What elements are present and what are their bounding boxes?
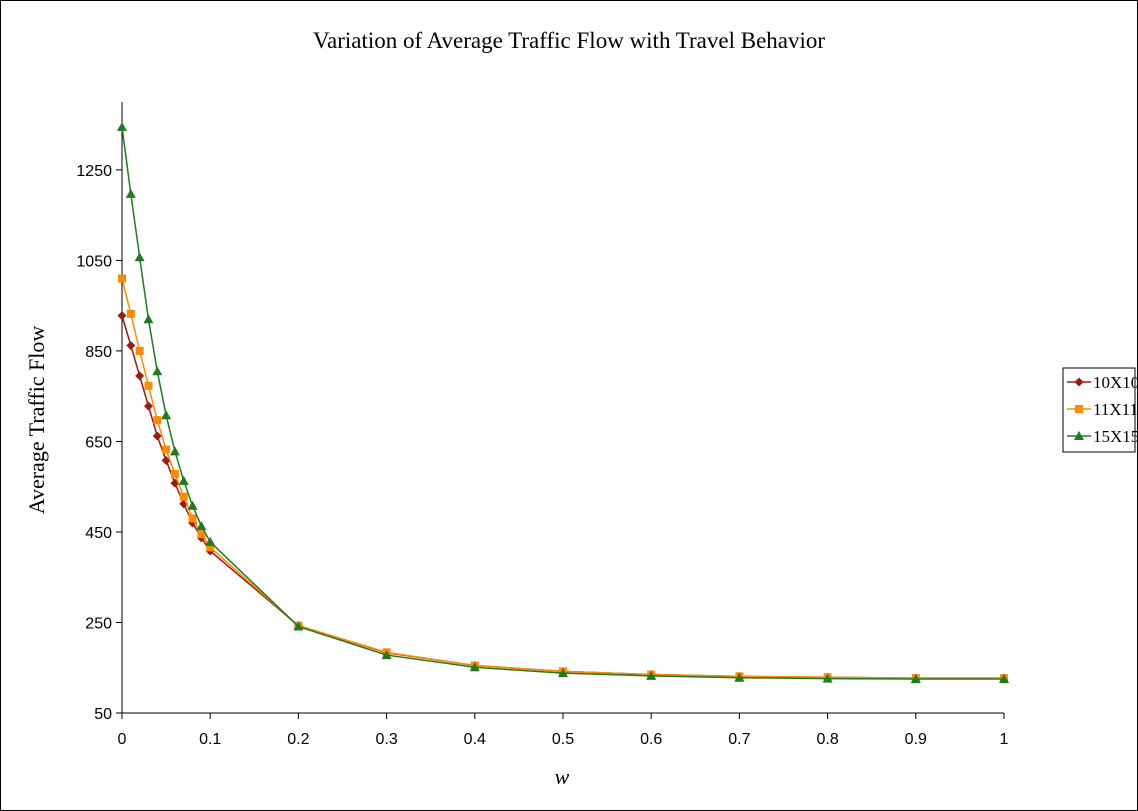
y-tick-label: 850 — [85, 344, 112, 361]
x-tick-label: 0.6 — [640, 731, 662, 748]
data-point — [144, 381, 153, 390]
data-point — [293, 621, 304, 631]
legend-item: 10X10 — [1067, 373, 1138, 392]
data-point — [187, 500, 198, 510]
data-point — [135, 346, 144, 355]
data-point — [734, 672, 745, 682]
data-point — [558, 668, 568, 678]
series-line — [121, 278, 1004, 679]
data-point — [197, 530, 206, 539]
legend: 10X10 11X11 15X15 — [1062, 367, 1138, 453]
data-point — [162, 445, 171, 454]
data-point — [179, 492, 188, 501]
x-axis-label: w — [555, 764, 570, 789]
data-point — [169, 446, 180, 456]
legend-label: 15X15 — [1093, 427, 1138, 446]
series-15X15 — [117, 121, 1009, 684]
data-point — [134, 252, 145, 262]
y-tick-label: 1250 — [76, 163, 112, 180]
y-tick-label: 1050 — [76, 253, 112, 270]
x-tick-label: 0.8 — [816, 731, 838, 748]
y-tick-label: 50 — [94, 706, 112, 723]
data-point — [153, 416, 162, 425]
y-tick-label: 450 — [85, 525, 112, 542]
data-point — [206, 543, 215, 552]
data-point — [143, 314, 154, 324]
data-point — [646, 670, 657, 680]
x-tick-label: 0.1 — [199, 731, 221, 748]
data-point — [152, 431, 162, 441]
x-tick-label: 0 — [118, 731, 127, 748]
x-tick-label: 1 — [1000, 731, 1009, 748]
data-point — [381, 650, 392, 660]
data-point — [126, 340, 136, 350]
data-point — [161, 455, 171, 465]
legend-label: 10X10 — [1093, 373, 1138, 392]
series-group — [117, 121, 1009, 684]
data-point — [161, 410, 172, 420]
x-tick-label: 0.2 — [287, 731, 309, 748]
x-tick-label: 0.9 — [905, 731, 927, 748]
data-point — [135, 371, 145, 381]
x-tick-label: 0.5 — [552, 731, 574, 748]
data-point — [118, 274, 126, 283]
axes — [116, 102, 1005, 719]
x-tick-label: 0.3 — [375, 731, 397, 748]
series-line — [121, 315, 1004, 679]
series-10X10 — [117, 311, 1009, 683]
data-point — [205, 536, 216, 546]
data-point — [143, 401, 153, 411]
y-tick-label: 650 — [85, 434, 112, 451]
data-point — [910, 674, 921, 684]
data-point — [125, 188, 136, 198]
legend-item: 15X15 — [1067, 427, 1138, 446]
data-point — [152, 366, 163, 376]
data-point — [117, 311, 127, 321]
series-line — [121, 126, 1004, 680]
data-point — [196, 521, 207, 531]
data-point — [999, 674, 1009, 684]
y-axis-label: Average Traffic Flow — [24, 326, 49, 515]
series-11X11 — [118, 274, 1008, 683]
data-point — [178, 475, 189, 485]
legend-marker — [1074, 377, 1084, 387]
chart-title: Variation of Average Traffic Flow with T… — [313, 28, 825, 53]
tick-labels: 50 250 450 650 850 1050 1250 0 0.1 0.2 0.3 0.4 0.5 0.… — [76, 163, 1008, 748]
data-point — [126, 309, 135, 318]
data-point — [188, 514, 197, 523]
legend-label: 11X11 — [1093, 400, 1138, 419]
data-point — [170, 470, 179, 479]
legend-marker — [1074, 431, 1084, 440]
legend-item: 11X11 — [1067, 400, 1138, 419]
legend-marker — [1075, 405, 1083, 413]
data-point — [117, 121, 127, 131]
x-tick-label: 0.4 — [464, 731, 486, 748]
data-point — [469, 662, 480, 672]
x-tick-label: 0.7 — [728, 731, 750, 748]
y-tick-label: 250 — [85, 615, 112, 632]
data-point — [822, 673, 833, 683]
